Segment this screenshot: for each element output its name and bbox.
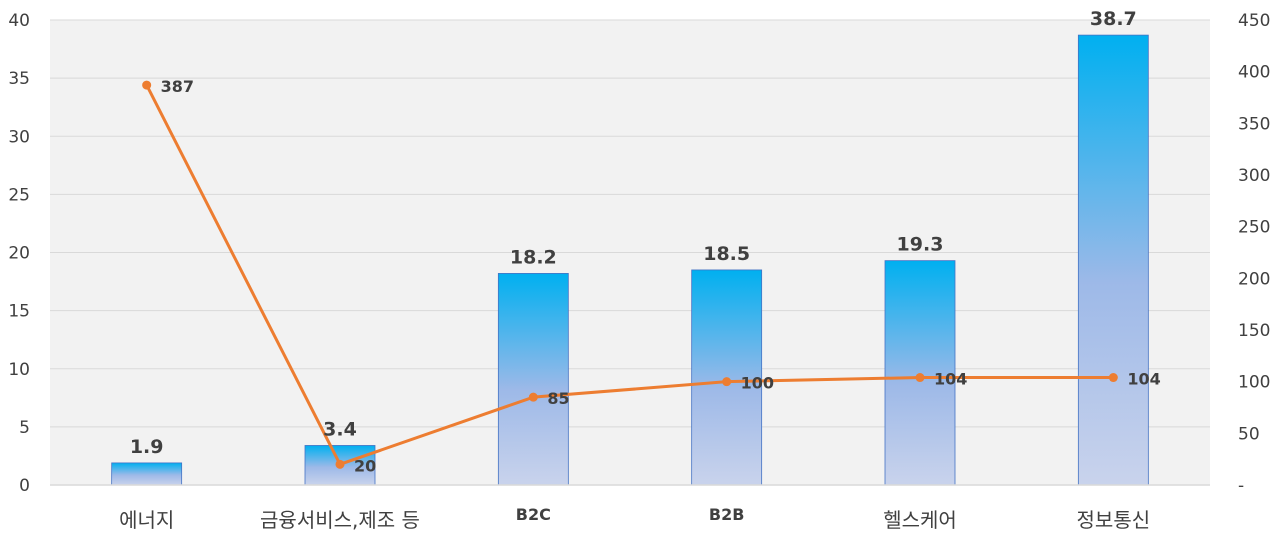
bar-value-label: 19.3 (897, 234, 944, 256)
y-right-tick-label: 450 (1238, 11, 1270, 31)
line-point (335, 459, 345, 469)
y-right-tick-label: 200 (1238, 269, 1270, 289)
y-left-tick-label: 10 (8, 360, 30, 380)
bar-value-label: 1.9 (130, 436, 164, 458)
y-left-tick-label: 20 (8, 244, 30, 264)
bar-value-label: 38.7 (1090, 8, 1137, 30)
bar-series (111, 34, 1149, 486)
line-path (145, 84, 1114, 466)
y-left-tick-label: 0 (19, 476, 30, 496)
line-point (142, 80, 152, 90)
data-labels: 1.9 3.4 18.2 18.5 19.3 38.7 387 20 85 100 104 104 (130, 8, 1161, 475)
y-left-tick-label: 40 (8, 11, 30, 31)
x-tick-label: 정보통신 (1077, 508, 1151, 532)
line-value-label: 85 (547, 389, 569, 408)
line-value-label: 387 (161, 77, 194, 96)
bar-value-label: 3.4 (323, 418, 357, 440)
bar-value-label: 18.2 (510, 246, 557, 268)
y-right-tick-label: 50 (1238, 424, 1260, 444)
bar (111, 462, 183, 486)
x-tick-label: B2B (709, 505, 745, 524)
bar (884, 260, 956, 486)
line-point (722, 377, 732, 387)
line-value-label: 100 (741, 374, 774, 393)
bar (1077, 34, 1149, 486)
line-value-label: 104 (1127, 370, 1160, 389)
y-right-tick-label: 100 (1238, 373, 1270, 393)
line-value-label: 104 (934, 370, 967, 389)
y-left-tick-label: 35 (8, 69, 30, 89)
x-tick-label: B2C (516, 505, 551, 524)
y-right-tick-label: 250 (1238, 218, 1270, 238)
bar-value-label: 18.5 (703, 243, 750, 265)
line-series (142, 80, 1118, 469)
y-right-tick-label: 150 (1238, 321, 1270, 341)
y-left-tick-label: 30 (8, 127, 30, 147)
line-point (528, 392, 538, 402)
x-tick-label: 금융서비스,제조 등 (260, 508, 420, 532)
y-right-tick-label: 350 (1238, 114, 1270, 134)
x-tick-label: 에너지 (119, 508, 174, 532)
x-tick-label: 헬스케어 (883, 508, 957, 532)
y-right-tick-label: 300 (1238, 166, 1270, 186)
axes: 0 5 10 15 20 25 30 35 40 - 50 100 150 200 250 300 350 400… (8, 11, 1270, 532)
y-left-tick-label: 25 (8, 185, 30, 205)
y-right-tick-label: 400 (1238, 63, 1270, 83)
line-point (1108, 373, 1118, 383)
y-left-tick-label: 5 (19, 418, 30, 438)
y-right-tick-label: - (1238, 476, 1244, 496)
line-value-label: 20 (354, 456, 376, 475)
line-point (915, 373, 925, 383)
bar (497, 273, 569, 486)
y-left-tick-label: 15 (8, 302, 30, 322)
